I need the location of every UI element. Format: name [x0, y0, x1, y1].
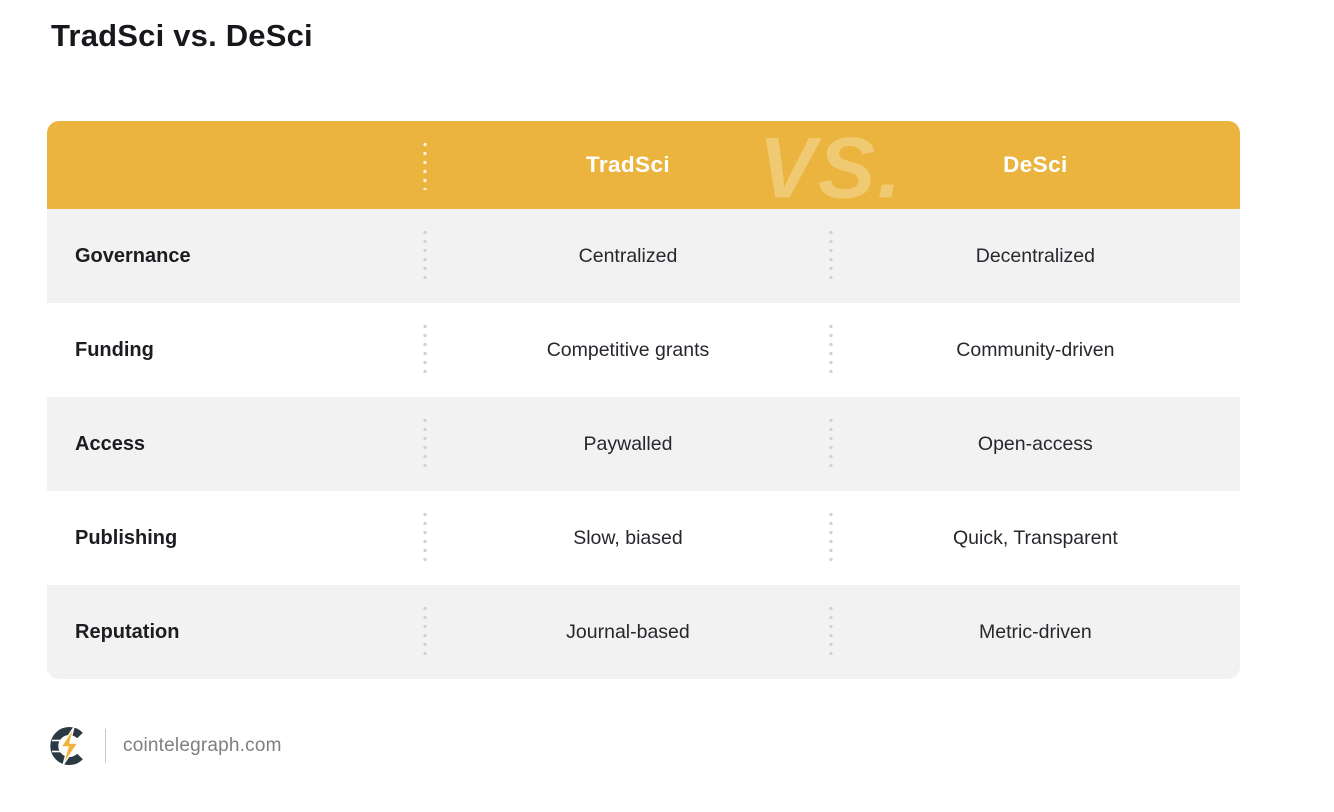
footer-divider — [105, 729, 106, 763]
vs-watermark: VS. — [758, 121, 904, 209]
header-column-tradsci: TradSci — [585, 152, 671, 177]
dotted-separator — [423, 416, 428, 472]
tradsci-value: Slow, biased — [573, 526, 683, 549]
dotted-separator — [423, 510, 428, 566]
tradsci-value: Paywalled — [583, 432, 673, 455]
cointelegraph-logo-icon — [50, 726, 83, 766]
comparison-table: TradSci DeSci VS. Governance Centralized… — [47, 121, 1240, 679]
dotted-separator — [423, 322, 428, 378]
table-row-governance: Governance Centralized Decentralized — [47, 209, 1240, 303]
row-label: Access — [75, 432, 146, 455]
table-row-publishing: Publishing Slow, biased Quick, Transpare… — [47, 491, 1240, 585]
tradsci-value: Competitive grants — [546, 338, 710, 361]
footer: cointelegraph.com — [47, 722, 282, 770]
desci-value: Decentralized — [975, 244, 1095, 267]
dotted-separator — [423, 228, 428, 284]
dotted-separator — [828, 416, 833, 472]
table-row-funding: Funding Competitive grants Community-dri… — [47, 303, 1240, 397]
tradsci-value: Journal-based — [566, 620, 690, 643]
row-label: Publishing — [75, 526, 178, 549]
brand-url: cointelegraph.com — [123, 735, 282, 756]
header-dotted-separator — [423, 140, 428, 190]
table-body: Governance Centralized Decentralized Fun… — [47, 209, 1240, 679]
desci-value: Open-access — [977, 432, 1093, 455]
header-column-desci: DeSci — [1003, 152, 1068, 177]
table-header: TradSci DeSci VS. — [47, 121, 1240, 209]
dotted-separator — [423, 604, 428, 660]
dotted-separator — [828, 228, 833, 284]
page-title: TradSci vs. DeSci — [51, 18, 313, 53]
row-label: Governance — [75, 244, 191, 267]
dotted-separator — [828, 510, 833, 566]
dotted-separator — [828, 322, 833, 378]
tradsci-value: Centralized — [578, 244, 678, 267]
desci-value: Quick, Transparent — [953, 526, 1118, 549]
row-label: Reputation — [75, 620, 180, 643]
desci-value: Metric-driven — [979, 620, 1092, 643]
desci-value: Community-driven — [956, 338, 1115, 361]
dotted-separator — [828, 604, 833, 660]
table-row-access: Access Paywalled Open-access — [47, 397, 1240, 491]
table-row-reputation: Reputation Journal-based Metric-driven — [47, 585, 1240, 679]
row-label: Funding — [75, 338, 154, 361]
